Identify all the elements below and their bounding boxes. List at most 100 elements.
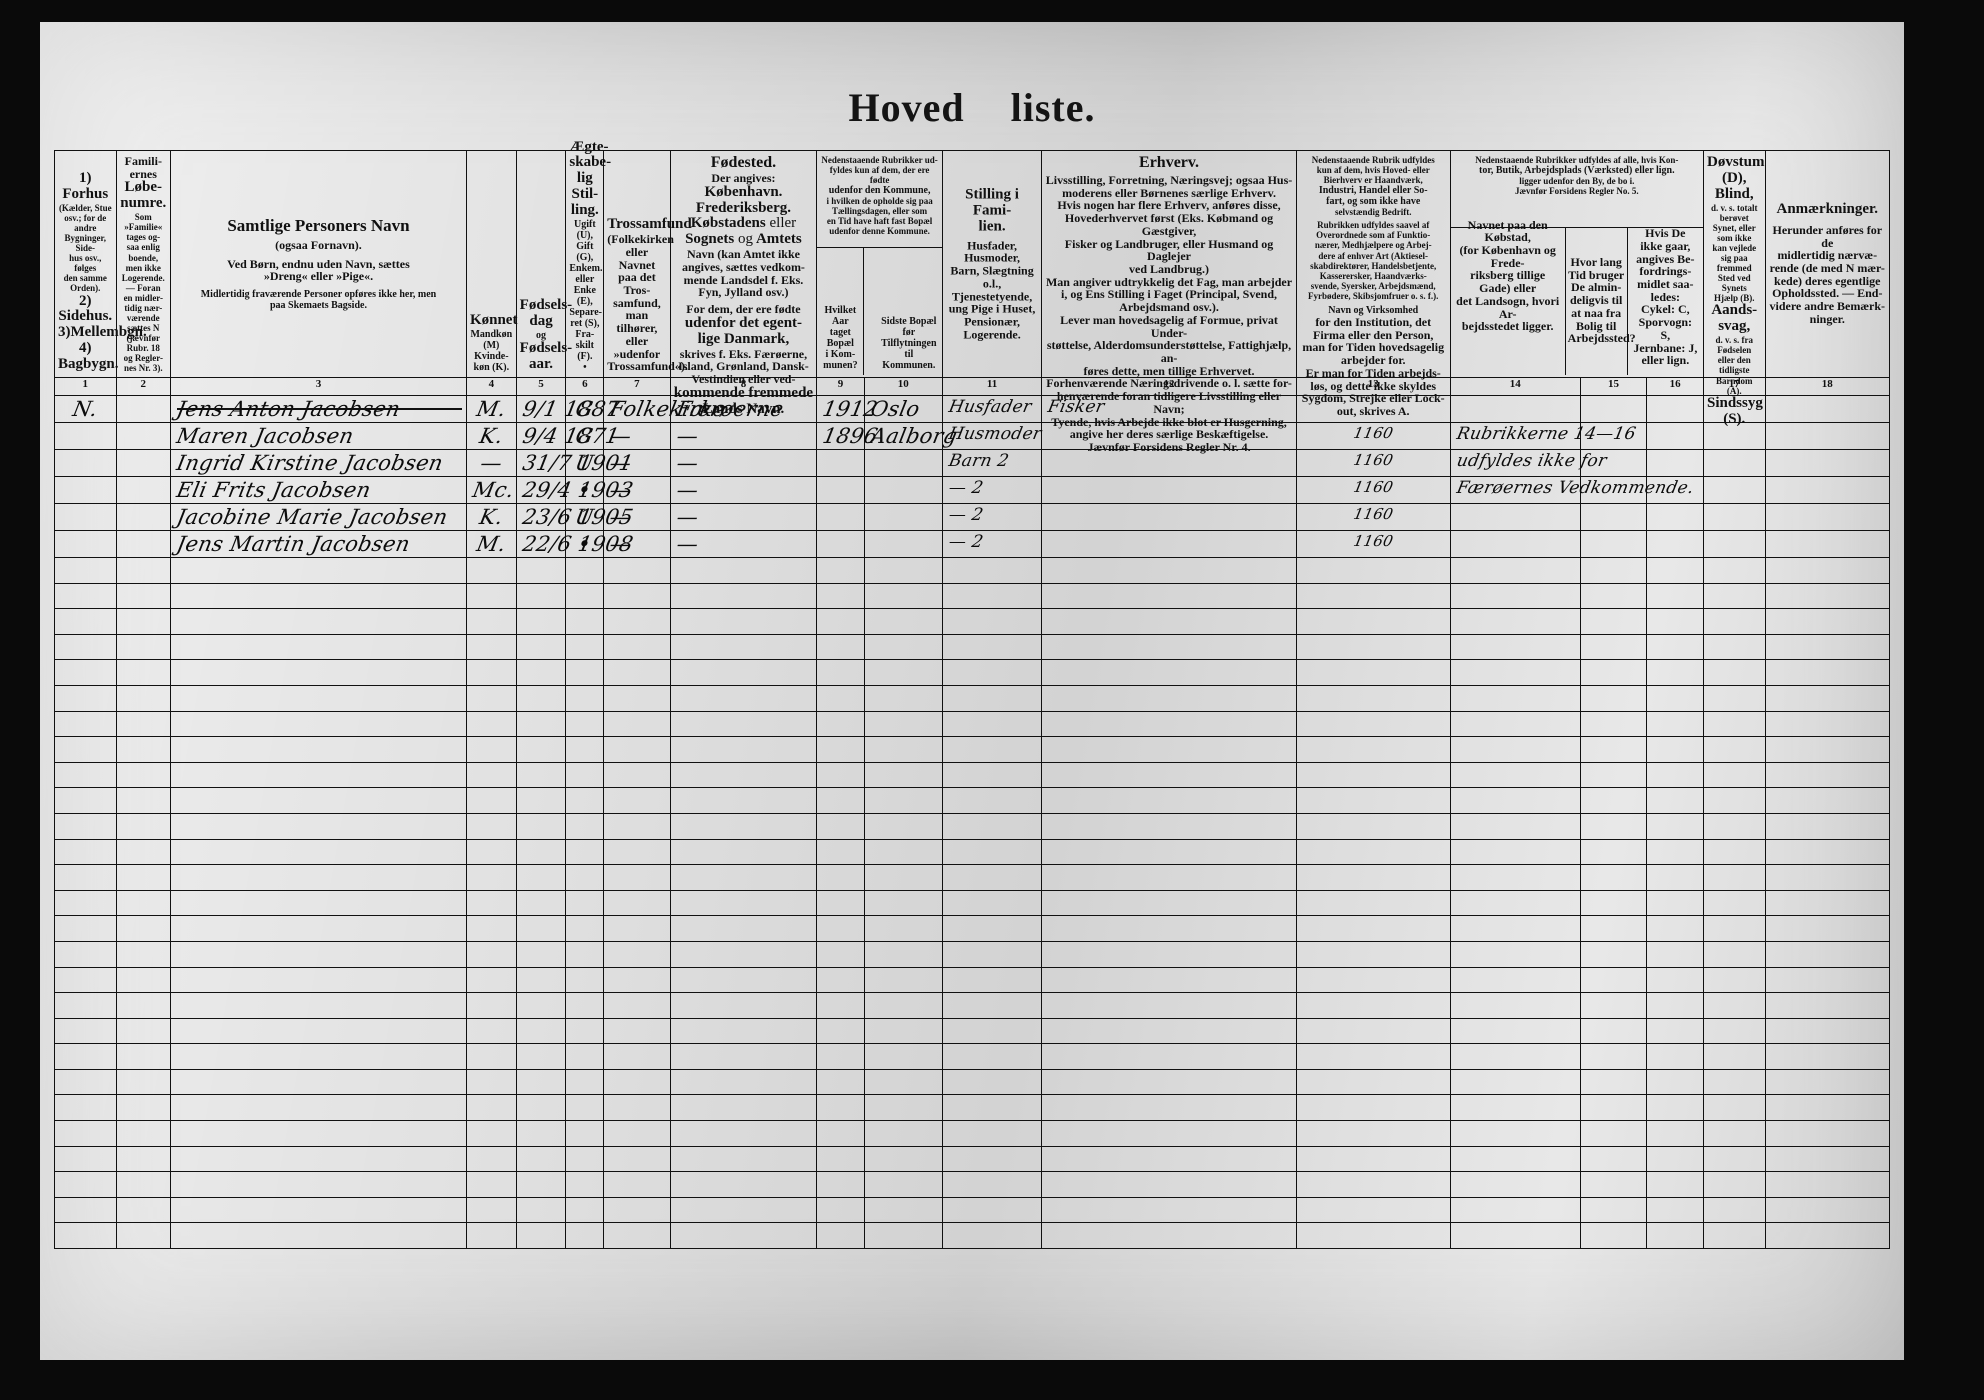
- cell-empty: [1295, 1094, 1451, 1122]
- col-header-dovstum-text: Døvstum (D), Blind, d. v. s. totalt berøvet…: [1706, 154, 1765, 427]
- cell-empty: [465, 761, 517, 789]
- cell-lobenumre: [115, 503, 172, 531]
- cell-empty: [941, 1068, 1043, 1096]
- navn-virksomhed-value: 1160: [1351, 505, 1395, 523]
- cell-empty: [1449, 582, 1581, 610]
- cell-empty: [1449, 1196, 1581, 1224]
- col-header-konnet: Kønnet Mandkøn (M) Kvinde-køn (K).: [465, 150, 517, 378]
- colnum-11: 11: [941, 377, 1043, 396]
- cell-empty: [603, 1068, 671, 1096]
- cell-dovstum: [1702, 503, 1766, 531]
- cell-empty: [1646, 736, 1704, 763]
- cell-empty: [863, 864, 943, 891]
- cell-anmaerkninger: [1764, 476, 1891, 504]
- col-header-aegteskabelig-stilling: Ægte-skabe-lig Stil-ling. Ugift (U), Gift …: [565, 139, 611, 378]
- cell-empty: [1579, 864, 1648, 891]
- cell-empty: [1041, 812, 1297, 840]
- cell-befordring: [1646, 476, 1704, 504]
- cell-fodested: —: [669, 449, 818, 477]
- cell-empty: [669, 992, 818, 1019]
- cell-empty: [1702, 557, 1766, 584]
- cell-empty: [941, 633, 1043, 661]
- cell-empty: [565, 608, 605, 635]
- col-header-trossamfund: Trossamfund (Folkekirken eller Navnet paa…: [603, 150, 692, 378]
- stilling-value: — 2: [946, 478, 985, 498]
- cell-empty: [941, 812, 1043, 840]
- cell-navn-virksomhed: 1160: [1295, 503, 1451, 531]
- cell-anmaerkninger: [1764, 530, 1891, 558]
- cell-empty: [1646, 1171, 1704, 1198]
- cell-empty: [1449, 633, 1581, 661]
- stilling-value: — 2: [946, 532, 985, 552]
- cell-befordring: [1646, 449, 1704, 477]
- cell-empty: [1702, 915, 1766, 942]
- cell-befordring: [1646, 530, 1704, 558]
- cell-hvilket-aar: [816, 503, 865, 531]
- cell-empty: [1646, 1094, 1704, 1122]
- colnum-9: 9: [816, 377, 865, 396]
- cell-empty: [54, 736, 117, 763]
- cell-empty: [941, 1171, 1043, 1198]
- cell-empty: [170, 864, 467, 891]
- cell-fodselsdag: 22/6 1908: [515, 530, 635, 558]
- table-row-empty: [54, 992, 1891, 1019]
- fodested-value: —: [674, 532, 701, 556]
- cell-empty: [1702, 1171, 1766, 1198]
- cell-empty: [54, 915, 117, 942]
- cell-empty: [54, 1222, 117, 1250]
- cell-empty: [1702, 992, 1766, 1019]
- cell-empty: [465, 582, 517, 610]
- cell-empty: [941, 838, 1043, 866]
- cell-empty: [1702, 684, 1766, 712]
- cell-empty: [54, 1017, 117, 1045]
- cell-aegteskab: U: [565, 449, 605, 477]
- cell-empty: [1702, 889, 1766, 917]
- cell-empty: [863, 557, 943, 584]
- cell-empty: [1646, 1222, 1704, 1250]
- arbejdsplads-value: Færøernes Vedkommende.: [1454, 478, 1696, 498]
- cell-empty: [1449, 1017, 1581, 1045]
- cell-empty: [515, 1196, 567, 1224]
- cell-empty: [54, 1196, 117, 1224]
- navn-virksomhed-value: 1160: [1351, 424, 1395, 442]
- cell-arbejdsplads: [1449, 503, 1581, 531]
- col-header-navn-og-virksomhed: Nedenstaaende Rubrik udfyldes kun af dem…: [1295, 150, 1451, 417]
- cell-empty: [115, 1171, 172, 1198]
- cell-befordring: [1646, 422, 1704, 450]
- fodested-value: —: [674, 505, 701, 529]
- col-header-fodselsdag-text: Fødsels-dag og Fødsels-aar.: [519, 297, 573, 373]
- cell-empty: [1041, 1222, 1297, 1250]
- trossamfund-value: —: [607, 451, 634, 475]
- cell-empty: [1041, 1017, 1297, 1045]
- cell-empty: [170, 582, 467, 610]
- cell-empty: [1702, 659, 1766, 686]
- cell-empty: [465, 1094, 517, 1122]
- cell-empty: [1295, 812, 1451, 840]
- cell-empty: [1449, 557, 1581, 584]
- cell-stilling: Husmoder: [941, 422, 1043, 450]
- cell-empty: [1449, 915, 1581, 942]
- cell-navn-virksomhed: 1160: [1295, 530, 1451, 558]
- cell-erhverv: [1041, 449, 1297, 477]
- cell-empty: [1579, 787, 1648, 814]
- cell-empty: [669, 659, 818, 686]
- table-row-empty: [54, 684, 1891, 712]
- cell-empty: [1646, 1068, 1704, 1096]
- cell-empty: [1764, 1120, 1891, 1147]
- cell-lobenumre: [115, 449, 172, 477]
- konnet-value: K.: [477, 424, 506, 448]
- col-header-arbejdssted-navn: Navnet paa den Købstad, (for København o…: [1451, 218, 1566, 375]
- cell-empty: [1579, 582, 1648, 610]
- cell-fodested: —: [669, 476, 818, 504]
- cell-empty: [565, 633, 605, 661]
- cell-empty: [170, 915, 467, 942]
- cell-empty: [1764, 992, 1891, 1019]
- cell-befordring: [1646, 503, 1704, 531]
- cell-empty: [1764, 915, 1891, 942]
- colnum-3: 3: [170, 377, 467, 396]
- erhverv-value: Fisker: [1046, 397, 1107, 417]
- cell-empty: [669, 710, 818, 738]
- cell-stilling: — 2: [941, 503, 1043, 531]
- cell-empty: [1449, 1068, 1581, 1096]
- cell-anmaerkninger: [1764, 449, 1891, 477]
